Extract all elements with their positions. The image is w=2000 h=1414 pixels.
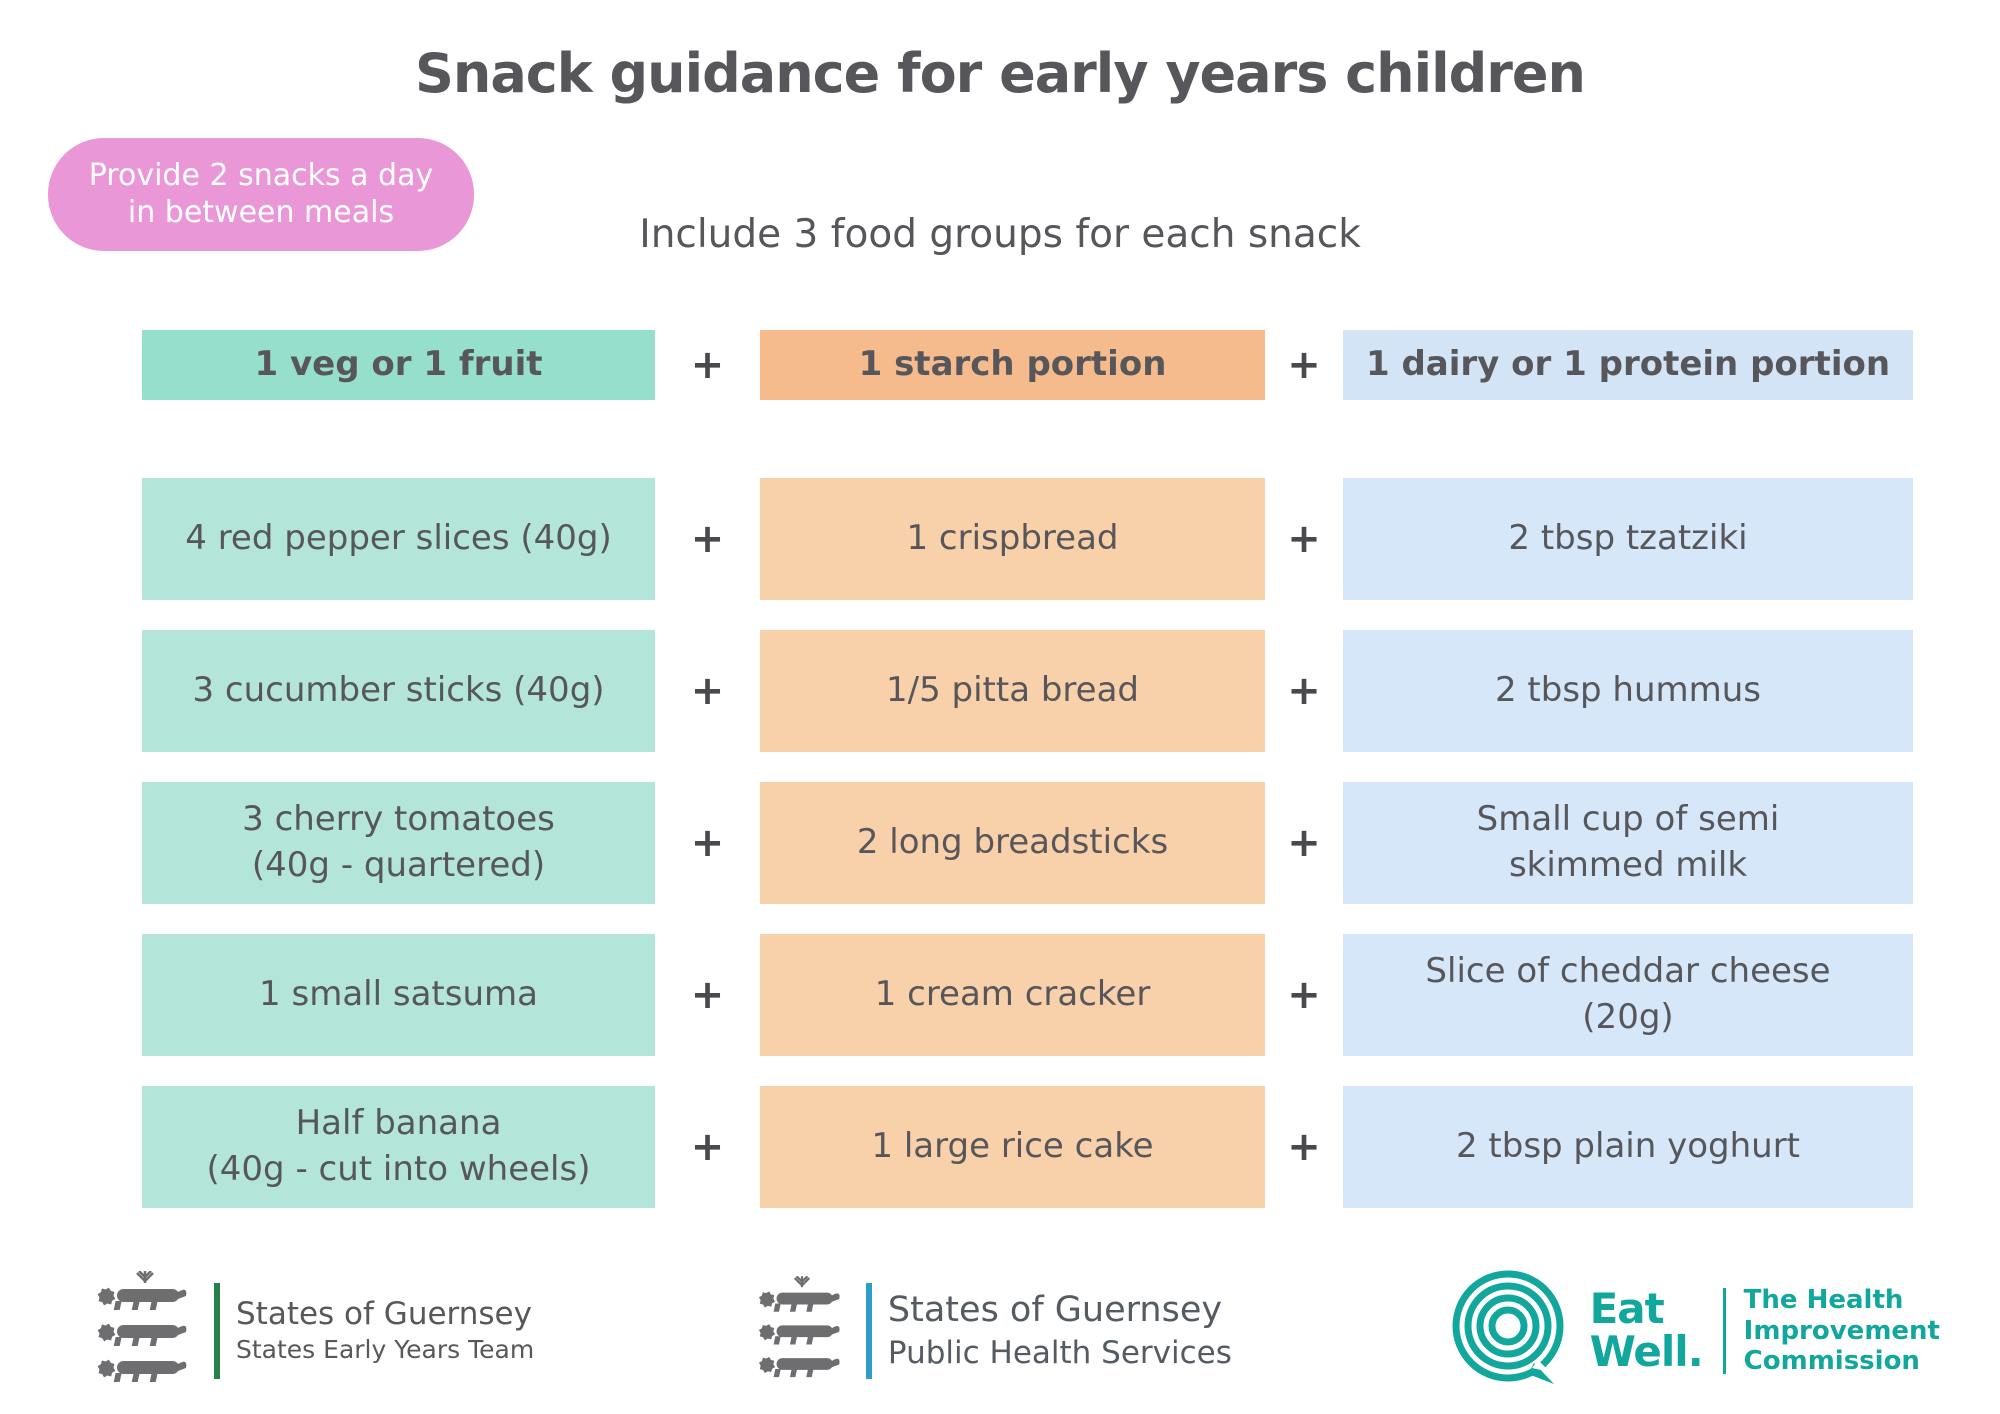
starch-cell: 1 crispbread bbox=[760, 478, 1265, 600]
dairy-cell: 2 tbsp plain yoghurt bbox=[1343, 1086, 1913, 1208]
table-header-row: 1 veg or 1 fruit + 1 starch portion + 1 … bbox=[142, 330, 1913, 400]
veg-cell: 3 cherry tomatoes (40g - quartered) bbox=[142, 782, 655, 904]
page-title: Snack guidance for early years children bbox=[415, 42, 1586, 105]
veg-cell: 4 red pepper slices (40g) bbox=[142, 478, 655, 600]
column-header-starch: 1 starch portion bbox=[760, 330, 1265, 400]
column-header-dairy-protein: 1 dairy or 1 protein portion bbox=[1343, 330, 1913, 400]
blue-divider-bar bbox=[865, 1283, 872, 1379]
table-row: 1 small satsuma + 1 cream cracker + Slic… bbox=[142, 934, 1913, 1056]
guernsey-crest-icon bbox=[752, 1275, 852, 1386]
table-row: 3 cucumber sticks (40g) + 1/5 pitta brea… bbox=[142, 630, 1913, 752]
plus-sign: + bbox=[690, 820, 725, 866]
veg-cell: 1 small satsuma bbox=[142, 934, 655, 1056]
plus-sign: + bbox=[690, 1124, 725, 1170]
teal-divider-bar bbox=[1722, 1288, 1726, 1374]
plus-sign: + bbox=[690, 668, 725, 714]
org-name: States of Guernsey bbox=[236, 1296, 532, 1333]
starch-cell: 1 cream cracker bbox=[760, 934, 1265, 1056]
plus-sign: + bbox=[690, 342, 725, 388]
veg-cell: 3 cucumber sticks (40g) bbox=[142, 630, 655, 752]
starch-cell: 1 large rice cake bbox=[760, 1086, 1265, 1208]
starch-cell: 1/5 pitta bread bbox=[760, 630, 1265, 752]
plus-sign: + bbox=[1287, 972, 1321, 1018]
org-name: States of Guernsey bbox=[887, 1289, 1223, 1330]
veg-cell: Half banana (40g - cut into wheels) bbox=[142, 1086, 655, 1208]
dairy-cell: Slice of cheddar cheese (20g) bbox=[1343, 934, 1913, 1056]
starch-cell: 2 long breadsticks bbox=[760, 782, 1265, 904]
states-early-years-logo: States of Guernsey States Early Years Te… bbox=[90, 1270, 535, 1391]
plus-sign: + bbox=[690, 516, 725, 562]
plus-sign: + bbox=[690, 972, 725, 1018]
health-improvement-commission-label: The Health Improvement Commission bbox=[1743, 1284, 1940, 1377]
plus-sign: + bbox=[1287, 342, 1321, 388]
footer-logos: States of Guernsey States Early Years Te… bbox=[90, 1268, 1940, 1394]
dairy-cell: 2 tbsp tzatziki bbox=[1343, 478, 1913, 600]
public-health-services-logo: States of Guernsey Public Health Service… bbox=[752, 1275, 1232, 1386]
eatwell-wordmark: Eat Well. bbox=[1589, 1284, 1704, 1376]
column-header-veg-fruit: 1 veg or 1 fruit bbox=[142, 330, 655, 400]
plus-sign: + bbox=[1287, 668, 1321, 714]
snacks-per-day-badge: Provide 2 snacks a day in between meals bbox=[48, 138, 474, 252]
table-row: 3 cherry tomatoes (40g - quartered) + 2 … bbox=[142, 782, 1913, 904]
snack-combinations-table: 1 veg or 1 fruit + 1 starch portion + 1 … bbox=[142, 330, 1913, 1208]
org-department: Public Health Services bbox=[887, 1334, 1232, 1371]
page-subtitle: Include 3 food groups for each snack bbox=[639, 212, 1361, 257]
dairy-cell: Small cup of semi skimmed milk bbox=[1343, 782, 1913, 904]
org-department: States Early Years Team bbox=[236, 1335, 535, 1365]
guernsey-crest-icon bbox=[90, 1270, 200, 1391]
eatwell-commission-logo: Eat Well. The Health Improvement Commiss… bbox=[1450, 1268, 1940, 1394]
plus-sign: + bbox=[1287, 820, 1321, 866]
dairy-cell: 2 tbsp hummus bbox=[1343, 630, 1913, 752]
table-row: Half banana (40g - cut into wheels) + 1 … bbox=[142, 1086, 1913, 1208]
table-row: 4 red pepper slices (40g) + 1 crispbread… bbox=[142, 478, 1913, 600]
green-divider-bar bbox=[214, 1283, 220, 1379]
eatwell-spiral-icon bbox=[1450, 1268, 1572, 1394]
plus-sign: + bbox=[1287, 1124, 1321, 1170]
plus-sign: + bbox=[1287, 516, 1321, 562]
